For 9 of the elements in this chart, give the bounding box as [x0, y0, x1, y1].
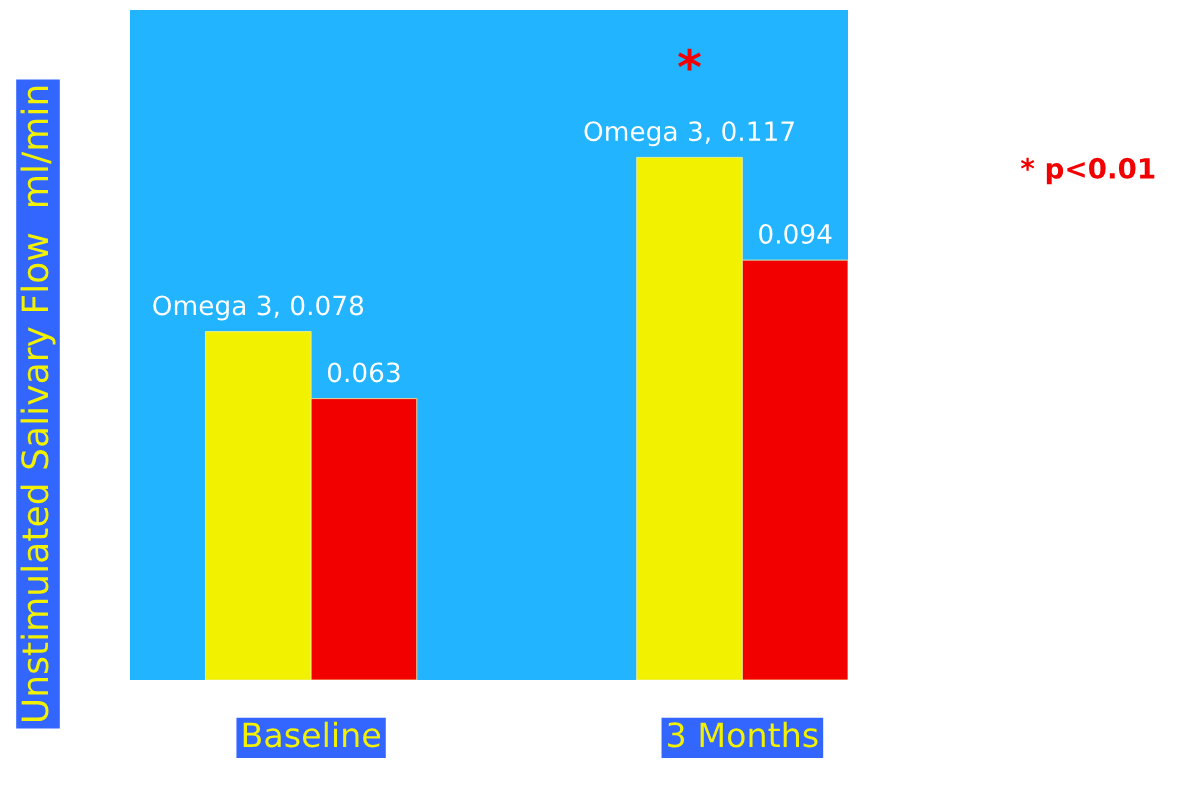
data-label: 0.094	[759, 223, 832, 244]
data-label: Omega 3, 0.078	[153, 295, 364, 321]
annotation: *	[678, 48, 701, 71]
x-tick-label: 3 Months	[668, 721, 818, 748]
data-label: 0.063	[327, 362, 400, 383]
text: * p<0.01	[1020, 157, 1155, 185]
x-tick-label: Baseline	[243, 721, 380, 748]
data-label: Omega 3, 0.117	[584, 121, 794, 147]
y-axis-title: Unstimulated Salivary Flow ml/min	[20, 86, 56, 722]
